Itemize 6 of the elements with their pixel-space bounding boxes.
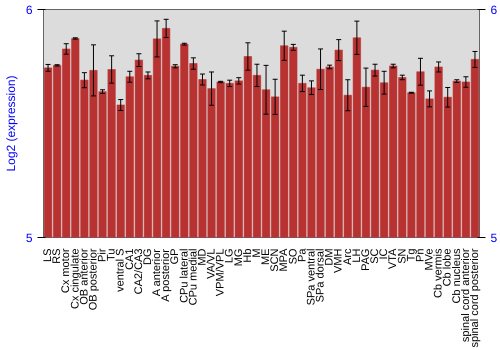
y2-tick-label: 5 [490,231,498,245]
y-axis-title: Log2 (expression) [4,75,18,172]
x-tick-label: RS [51,248,64,264]
y2-tick-label: 6 [490,3,498,17]
x-tick-label: CPu medial [187,248,200,306]
x-tick-label: DG [142,248,154,265]
